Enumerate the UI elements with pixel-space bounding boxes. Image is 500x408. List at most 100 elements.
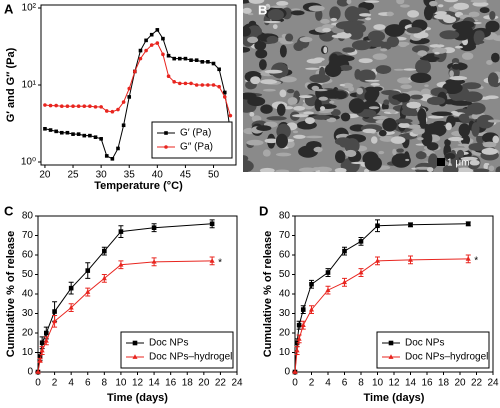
marker (172, 56, 176, 61)
marker (118, 261, 124, 267)
pore (286, 89, 295, 94)
strut (298, 95, 313, 99)
strut (420, 88, 431, 96)
pore (285, 33, 294, 42)
strut (308, 5, 325, 12)
strut (373, 24, 386, 30)
marker (59, 130, 64, 135)
pore (466, 102, 486, 115)
strut (346, 0, 352, 5)
strut (396, 0, 405, 5)
marker (151, 259, 157, 264)
strut (263, 20, 281, 24)
strut (437, 4, 444, 8)
strut (280, 76, 297, 83)
pore (444, 139, 451, 146)
pore (312, 114, 331, 120)
pore (357, 69, 376, 83)
strut (429, 0, 438, 7)
x-tick-label: 14 (405, 378, 417, 389)
marker (68, 304, 74, 310)
strut (322, 27, 331, 33)
x-tick-label: 50 (208, 170, 220, 181)
annotation: * (218, 257, 222, 268)
legend-label: Doc NPs (149, 338, 188, 349)
pore (442, 81, 463, 95)
marker (101, 275, 107, 281)
strut (305, 67, 320, 70)
strut (481, 147, 498, 155)
marker (37, 354, 43, 359)
marker (342, 248, 347, 254)
strut (318, 96, 328, 101)
marker (127, 86, 132, 91)
pore (351, 40, 372, 51)
x-tick-label: 16 (421, 378, 433, 389)
marker (292, 369, 298, 374)
y-tick-label: 40 (279, 289, 291, 300)
marker (206, 60, 210, 64)
strut (275, 169, 290, 172)
strut (451, 147, 469, 152)
pore (417, 108, 427, 123)
x-axis-title: Time (days) (107, 392, 168, 404)
strut (358, 58, 373, 64)
legend-box (376, 331, 490, 369)
marker (183, 81, 188, 86)
marker (166, 53, 171, 58)
marker (54, 129, 58, 134)
marker (144, 38, 148, 43)
x-tick-label: 8 (358, 378, 364, 389)
legend-marker (164, 131, 168, 135)
y-tick-label: 0 (284, 367, 290, 378)
strut (313, 57, 325, 62)
strut (322, 24, 334, 29)
strut (264, 138, 279, 144)
strut (359, 13, 372, 17)
strut (291, 8, 301, 11)
x-tick-label: 2 (52, 378, 58, 389)
strut (243, 7, 252, 14)
strut (303, 111, 314, 115)
strut (407, 10, 420, 18)
marker (465, 256, 471, 261)
legend-label: G″ (Pa) (180, 142, 213, 153)
x-tick-label: 18 (182, 378, 194, 389)
pore (431, 111, 453, 117)
marker (300, 307, 306, 312)
marker (43, 338, 49, 343)
marker (76, 104, 81, 109)
marker (93, 135, 98, 139)
y-tick-label: 0 (27, 367, 33, 378)
marker (178, 81, 182, 86)
pore (266, 35, 279, 44)
x-axis-title: Time (days) (364, 392, 425, 404)
strut (313, 146, 323, 153)
y-tick-label: 60 (22, 250, 34, 261)
marker (48, 103, 53, 108)
pore (335, 21, 358, 30)
strut (488, 165, 495, 172)
marker (37, 357, 43, 363)
strut (260, 79, 278, 85)
strut (492, 35, 500, 42)
strut (262, 149, 271, 157)
marker (127, 95, 132, 99)
pore (458, 123, 471, 138)
marker (116, 107, 120, 112)
strut (260, 6, 270, 10)
pore (245, 72, 261, 77)
pore (383, 99, 390, 106)
y-tick-label: 20 (22, 328, 34, 339)
pore (342, 47, 356, 53)
pore (256, 125, 272, 132)
marker (104, 109, 109, 113)
marker (121, 100, 126, 104)
pore (343, 26, 353, 34)
strut (250, 76, 261, 85)
marker (99, 105, 103, 109)
marker (138, 56, 143, 61)
x-tick-label: 24 (231, 378, 243, 389)
strut (470, 0, 488, 3)
marker (325, 287, 331, 292)
